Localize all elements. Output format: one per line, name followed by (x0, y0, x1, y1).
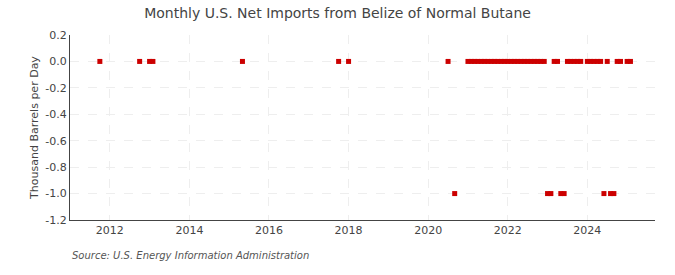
svg-text:2022: 2022 (494, 224, 522, 237)
svg-text:2024: 2024 (573, 224, 601, 237)
svg-text:-0.4: -0.4 (45, 108, 66, 121)
svg-text:-1.2: -1.2 (45, 214, 66, 227)
svg-text:-0.2: -0.2 (45, 82, 66, 95)
svg-text:Thousand Barrels per Day: Thousand Barrels per Day (28, 56, 41, 200)
svg-text:0.2: 0.2 (49, 29, 67, 42)
svg-text:2012: 2012 (96, 224, 124, 237)
svg-text:2016: 2016 (255, 224, 283, 237)
svg-text:-1.0: -1.0 (45, 187, 66, 200)
svg-text:0.0: 0.0 (49, 55, 67, 68)
svg-text:Monthly U.S. Net Imports from: Monthly U.S. Net Imports from Belize of … (144, 5, 531, 21)
svg-text:2014: 2014 (175, 224, 203, 237)
svg-text:2018: 2018 (335, 224, 363, 237)
svg-text:-0.8: -0.8 (45, 161, 66, 174)
svg-text:2020: 2020 (414, 224, 442, 237)
svg-text:-0.6: -0.6 (45, 135, 66, 148)
svg-text:Source: U.S. Energy Informatio: Source: U.S. Energy Information Administ… (72, 250, 309, 261)
